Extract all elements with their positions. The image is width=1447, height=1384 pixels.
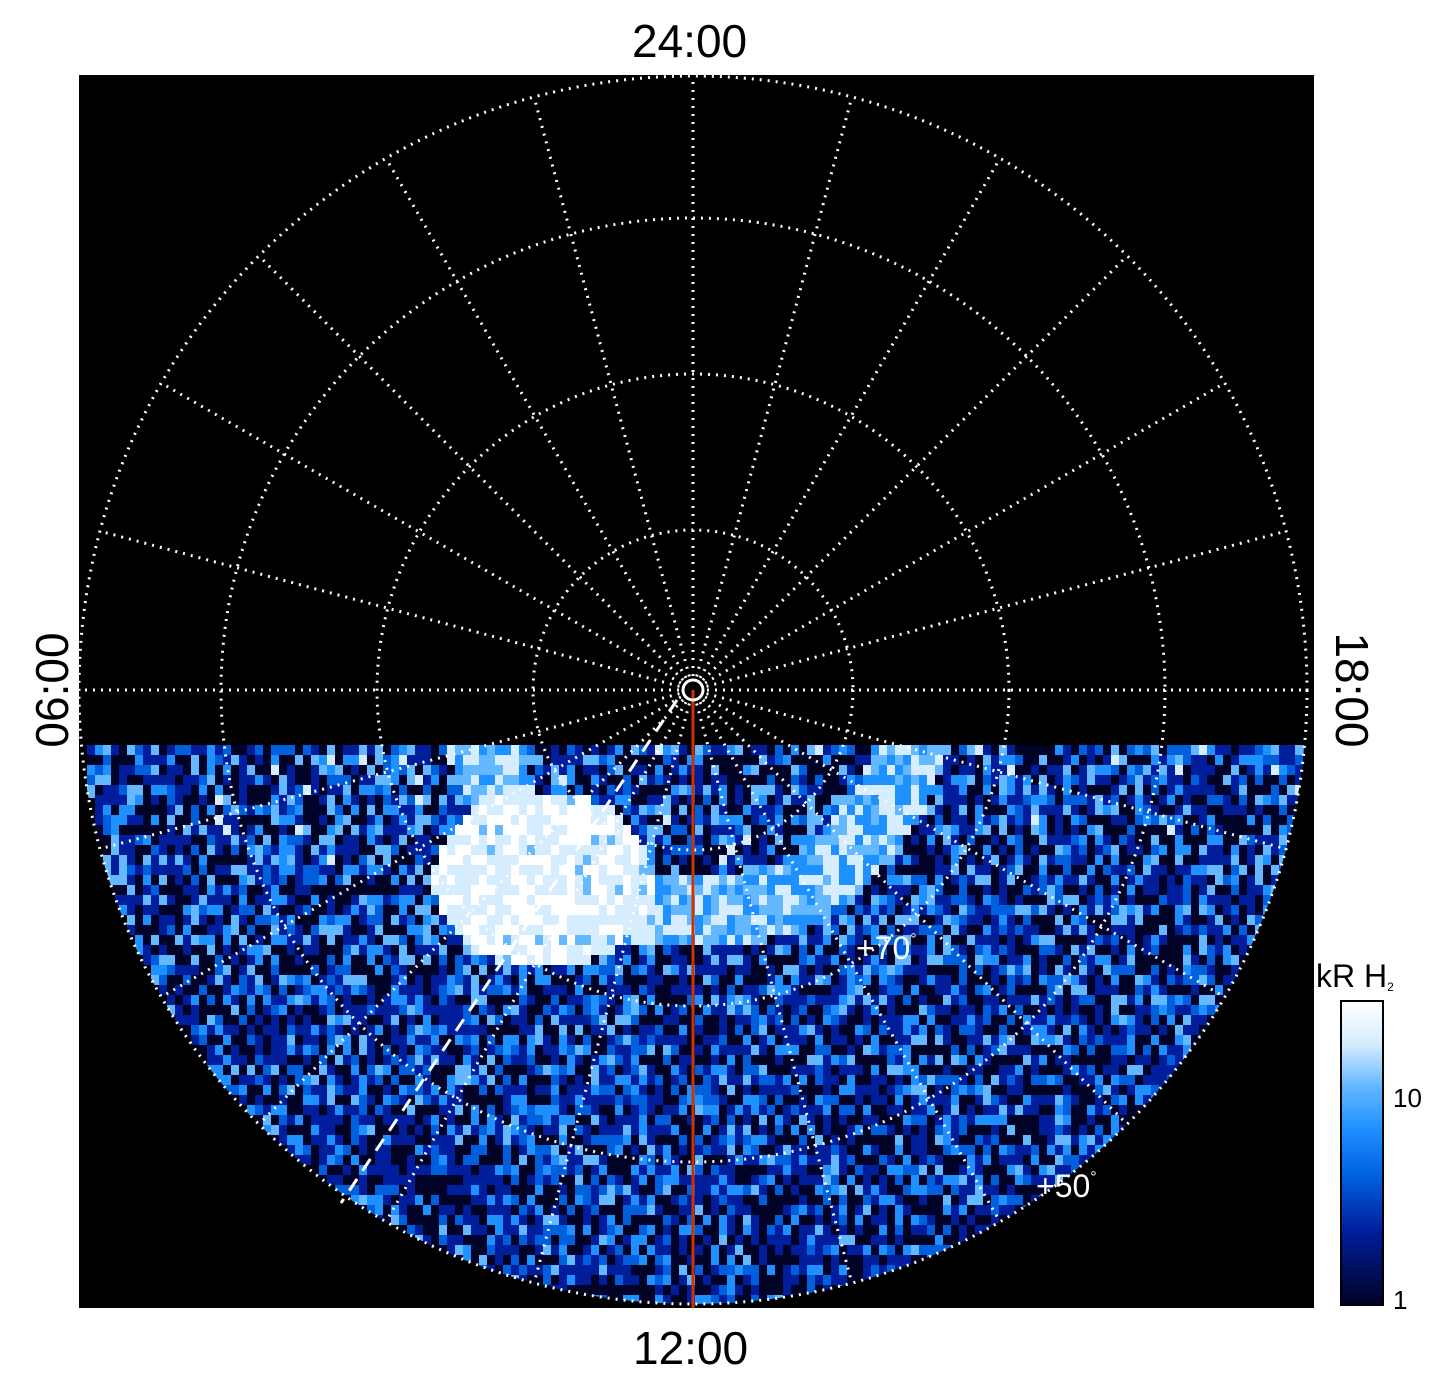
meridian-line <box>160 381 682 685</box>
pole-marker-icon <box>681 678 705 702</box>
polar-plot-canvas <box>79 75 1309 1308</box>
local-time-label-dawn: 06:00 <box>26 632 78 748</box>
auroral-emission-image <box>87 745 1307 1304</box>
meridian-line <box>257 254 685 682</box>
meridian-line <box>698 157 1002 679</box>
meridian-line <box>532 96 691 677</box>
local-time-label-dusk: 18:00 <box>1326 632 1378 748</box>
latitude-circle <box>79 75 1309 1306</box>
dashed-reference-line <box>339 699 679 1204</box>
latitude-label-70: +70° <box>856 930 917 966</box>
colorbar <box>1340 1000 1384 1306</box>
colorbar-tick-1: 1 <box>1393 1285 1408 1315</box>
meridian-line <box>99 529 680 688</box>
polar-projection-plot <box>79 75 1314 1308</box>
meridian-line <box>704 381 1226 685</box>
colorbar-tick-10: 10 <box>1393 1083 1422 1113</box>
latitude-label-50: +50° <box>1036 1168 1097 1204</box>
meridian-line <box>695 96 854 677</box>
local-time-label-midnight: 24:00 <box>632 15 748 67</box>
meridian-line <box>384 157 688 679</box>
meridian-line <box>701 254 1129 682</box>
local-time-label-noon: 12:00 <box>633 1322 749 1374</box>
meridian-line <box>706 529 1287 688</box>
colorbar-title: kR H2 <box>1316 958 1394 994</box>
